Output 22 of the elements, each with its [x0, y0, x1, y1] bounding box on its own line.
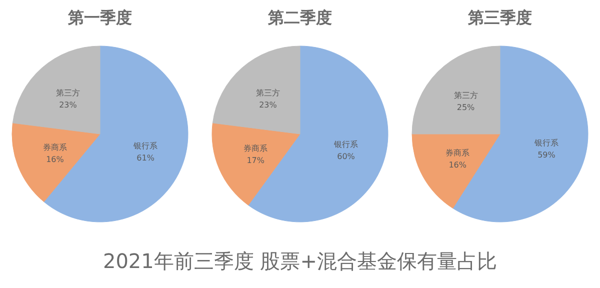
- slice-label: 券商系: [244, 144, 268, 154]
- slice-label: 银行系: [533, 138, 558, 148]
- data-label: 61%: [136, 153, 155, 162]
- slice-label: 第三方: [454, 90, 478, 100]
- data-label: 23%: [259, 100, 278, 110]
- data-label: 59%: [538, 150, 556, 160]
- slice-label: 券商系: [446, 148, 470, 158]
- slice-label: 第三方: [256, 88, 280, 98]
- data-label: 16%: [46, 154, 64, 164]
- chart-title: 第二季度: [267, 8, 332, 27]
- data-label: 25%: [456, 102, 476, 112]
- slice-label: 券商系: [43, 142, 67, 152]
- chart-title: 第一季度: [67, 8, 132, 27]
- slice-label: 银行系: [333, 140, 358, 149]
- slice-label: 银行系: [132, 141, 158, 150]
- data-label: 60%: [337, 152, 356, 161]
- data-label: 23%: [59, 100, 78, 110]
- chart-title: 第三季度: [467, 8, 532, 27]
- data-label: 17%: [246, 156, 265, 166]
- data-label: 16%: [448, 160, 467, 170]
- text: 2021年前三季度 股票+混合基金保有量占比: [102, 249, 498, 273]
- slice-label: 第三方: [56, 88, 80, 98]
